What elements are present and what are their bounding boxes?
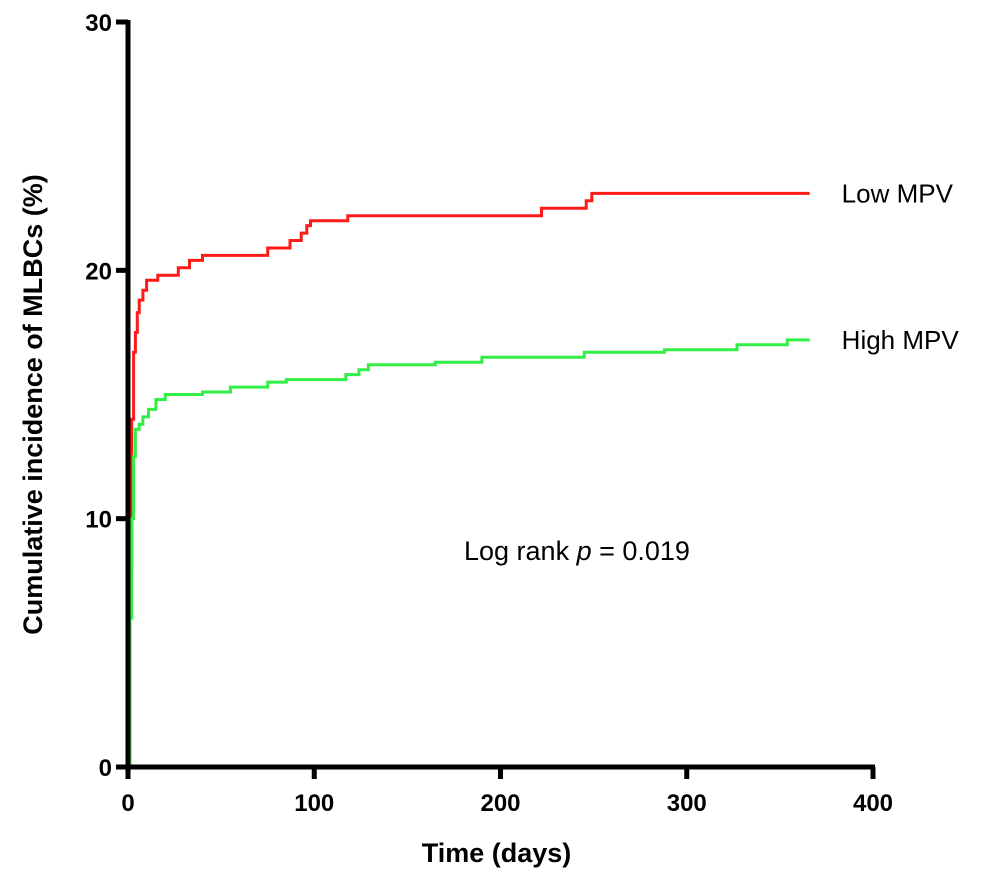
y-tick-label: 0 [99, 755, 112, 782]
series-line-low-mpv [128, 191, 810, 769]
x-axis-title: Time (days) [422, 838, 572, 868]
y-tick-label: 30 [85, 10, 112, 37]
series-line-high-mpv [128, 338, 810, 769]
y-tick-label: 20 [85, 258, 112, 285]
x-tick-label: 300 [667, 790, 707, 817]
x-tick-label: 200 [480, 790, 520, 817]
x-tick-label: 0 [121, 790, 134, 817]
y-axis-title: Cumulative incidence of MLBCs (%) [18, 174, 48, 635]
y-tick-label: 10 [85, 507, 112, 534]
log-rank-annotation: Log rank p = 0.019 [464, 536, 690, 566]
axes-layer [116, 19, 876, 779]
annotation-p-italic: p [576, 536, 592, 566]
annotation-suffix: = 0.019 [592, 536, 690, 566]
series-label-high-mpv: High MPV [842, 325, 960, 355]
series-label-low-mpv: Low MPV [842, 178, 954, 208]
x-tick-label: 100 [294, 790, 334, 817]
annotation-prefix: Log rank [464, 536, 577, 566]
x-tick-label: 400 [853, 790, 893, 817]
series-layer [128, 191, 810, 769]
